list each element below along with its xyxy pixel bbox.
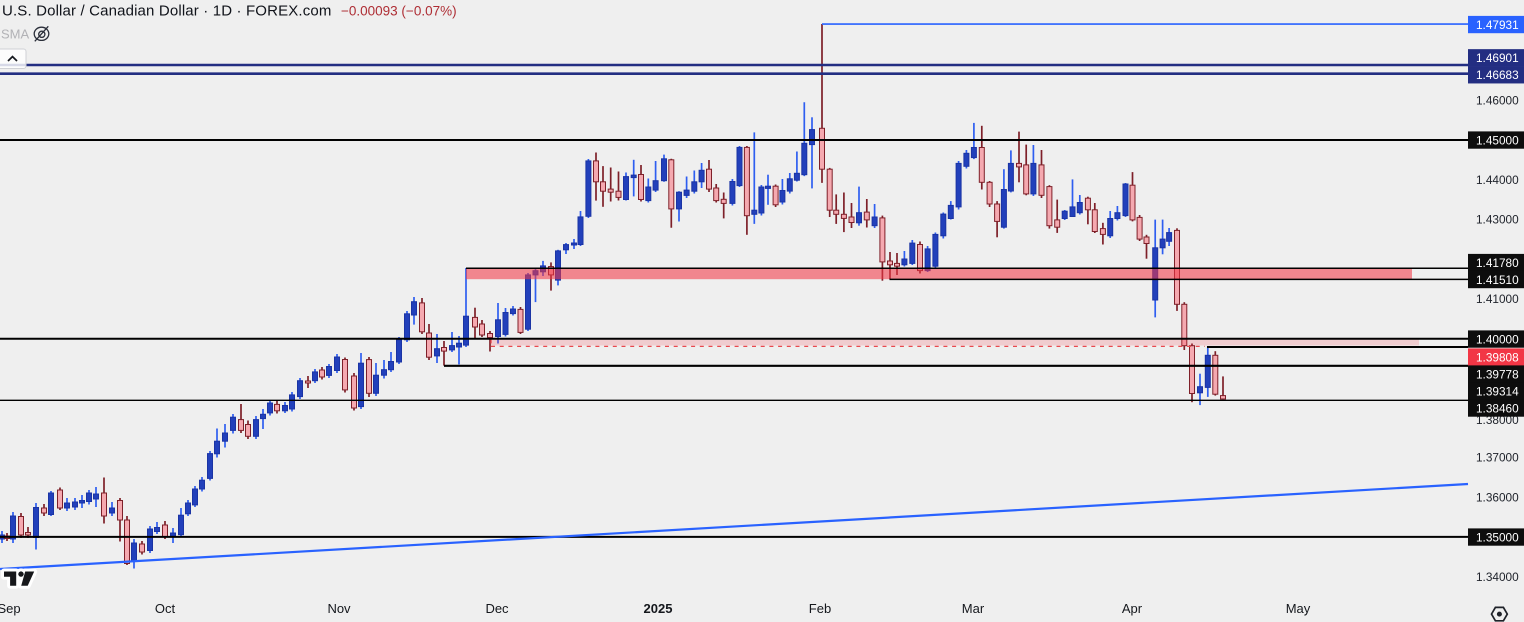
svg-text:1.40000: 1.40000 [1476, 332, 1519, 346]
svg-text:1.47931: 1.47931 [1476, 18, 1519, 32]
svg-text:1.41000: 1.41000 [1476, 292, 1519, 306]
svg-text:1.46683: 1.46683 [1476, 68, 1519, 82]
svg-text:1.35000: 1.35000 [1476, 530, 1519, 544]
svg-text:1.41510: 1.41510 [1476, 273, 1519, 287]
svg-text:Feb: Feb [809, 601, 831, 616]
svg-text:May: May [1286, 601, 1311, 616]
svg-text:1.46000: 1.46000 [1476, 94, 1519, 108]
svg-text:1.44000: 1.44000 [1476, 173, 1519, 187]
svg-text:Sep: Sep [0, 601, 21, 616]
svg-text:1.45000: 1.45000 [1476, 133, 1519, 147]
svg-text:Dec: Dec [485, 601, 509, 616]
svg-text:1.36000: 1.36000 [1476, 490, 1519, 504]
svg-text:−0.00093 (−0.07%): −0.00093 (−0.07%) [341, 4, 457, 19]
svg-text:1.43000: 1.43000 [1476, 213, 1519, 227]
svg-text:Oct: Oct [155, 601, 176, 616]
svg-text:1.39808: 1.39808 [1476, 350, 1519, 364]
svg-text:1.38000: 1.38000 [1476, 413, 1519, 427]
svg-text:1.37000: 1.37000 [1476, 451, 1519, 465]
svg-text:1.41780: 1.41780 [1476, 256, 1519, 270]
svg-text:Nov: Nov [327, 601, 351, 616]
svg-text:Apr: Apr [1122, 601, 1143, 616]
svg-text:1.38460: 1.38460 [1476, 401, 1519, 415]
svg-text:SMA: SMA [1, 27, 30, 42]
svg-text:2025: 2025 [644, 601, 673, 616]
svg-text:Mar: Mar [962, 601, 985, 616]
svg-text:1.34000: 1.34000 [1476, 570, 1519, 584]
svg-text:1.39314: 1.39314 [1476, 384, 1519, 398]
svg-text:1.39778: 1.39778 [1476, 367, 1519, 381]
svg-text:U.S. Dollar / Canadian Dollar: U.S. Dollar / Canadian Dollar · 1D · FOR… [2, 3, 332, 20]
svg-text:1.46901: 1.46901 [1476, 51, 1519, 65]
